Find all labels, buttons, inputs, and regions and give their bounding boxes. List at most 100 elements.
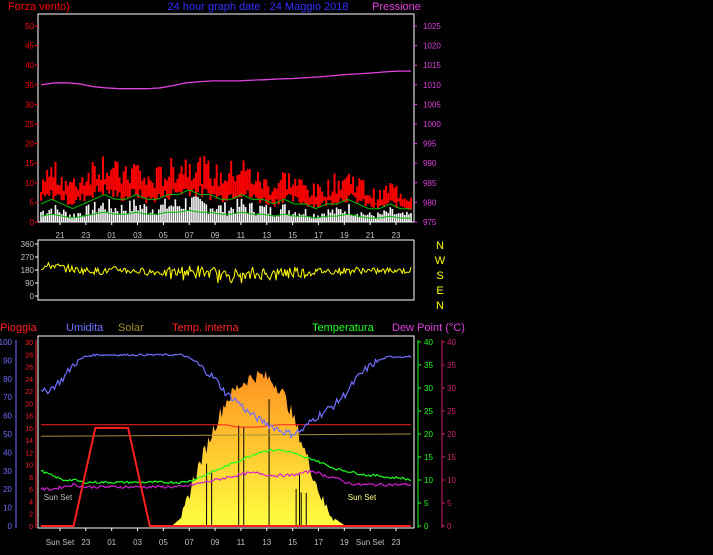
dew-point-line <box>40 469 412 492</box>
rain-y-tick-label: 6 <box>29 487 33 494</box>
wind-y-tick-label: 0 <box>30 218 35 227</box>
dew-y-tick-label: 15 <box>447 453 456 462</box>
dew-y-tick-label: 10 <box>447 476 456 485</box>
rain-y-tick-label: 26 <box>25 365 33 372</box>
legend-umidita: Umidita <box>66 322 104 334</box>
rain-line <box>41 426 411 527</box>
humidity-line <box>40 353 412 439</box>
wind-y-tick-label: 35 <box>25 81 34 90</box>
compass-label: E <box>436 285 443 297</box>
humidity-y-tick-label: 0 <box>8 522 13 531</box>
rain-y-tick-label: 20 <box>25 401 33 408</box>
weather-x-tick-label: 15 <box>288 538 297 547</box>
wind-min-line <box>40 209 411 219</box>
wind-x-tick-label: 03 <box>133 231 142 240</box>
rain-y-tick-label: 12 <box>25 450 33 457</box>
wind-panel-frame <box>37 13 415 223</box>
pressure-y-tick-label: 990 <box>423 159 437 168</box>
direction-y-tick-label: 270 <box>21 253 35 262</box>
rain-y-tick-label: 4 <box>29 499 33 506</box>
wind-avg-line <box>40 189 411 210</box>
compass-label: W <box>435 255 446 267</box>
weather-x-tick-label: 11 <box>237 538 246 547</box>
humidity-y-tick-label: 30 <box>3 467 12 476</box>
pressure-y-tick-label: 975 <box>423 218 437 227</box>
direction-y-tick-label: 0 <box>30 292 35 301</box>
rain-y-tick-label: 10 <box>25 463 33 470</box>
weather-x-tick-label: 09 <box>211 538 220 547</box>
wind-x-tick-label: 07 <box>185 231 194 240</box>
wind-y-tick-label: 15 <box>25 159 34 168</box>
dew-y-tick-label: 25 <box>447 407 456 416</box>
temp-interna-line <box>41 424 411 428</box>
direction-y-tick-label: 360 <box>21 240 35 249</box>
wind-x-tick-label: 13 <box>262 231 271 240</box>
wind-y-tick-label: 20 <box>25 140 34 149</box>
compass-label: S <box>436 270 443 282</box>
rain-y-tick-label: 0 <box>29 524 33 531</box>
temp-y-tick-label: 20 <box>424 430 433 439</box>
wind-y-tick-label: 10 <box>25 179 34 188</box>
dew-y-tick-label: 5 <box>447 499 452 508</box>
humidity-y-tick-label: 50 <box>3 430 12 439</box>
weather-x-tick-label: Sun Set <box>46 538 75 547</box>
sunset-annotation: Sun Set <box>348 493 377 502</box>
wind-x-tick-label: 21 <box>56 231 65 240</box>
wind-y-tick-label: 50 <box>25 22 34 31</box>
direction-y-tick-label: 90 <box>25 279 34 288</box>
rain-y-tick-label: 16 <box>25 426 33 433</box>
direction-y-tick-label: 180 <box>21 266 35 275</box>
rain-y-tick-label: 8 <box>29 475 33 482</box>
wind-y-tick-label: 5 <box>30 198 35 207</box>
compass-label: N <box>436 300 444 312</box>
humidity-y-tick-label: 80 <box>3 375 12 384</box>
humidity-y-tick-label: 100 <box>0 338 13 347</box>
temp-y-tick-label: 5 <box>424 499 429 508</box>
wind-direction-line <box>40 261 412 284</box>
wind-x-tick-label: 21 <box>366 231 375 240</box>
wind-x-tick-label: 23 <box>392 231 401 240</box>
weather-x-tick-label: 05 <box>159 538 168 547</box>
dew-y-tick-label: 0 <box>447 522 452 531</box>
pressure-y-tick-label: 1010 <box>423 81 441 90</box>
weather-x-tick-label: 03 <box>133 538 142 547</box>
pressure-axis-title: Pressione <box>372 1 421 13</box>
legend-pioggia: Pioggia <box>0 322 38 334</box>
wind-y-tick-label: 40 <box>25 61 34 70</box>
pressure-y-tick-label: 1015 <box>423 61 441 70</box>
humidity-y-tick-label: 90 <box>3 356 12 365</box>
dew-y-tick-label: 30 <box>447 384 456 393</box>
rain-y-tick-label: 24 <box>25 377 33 384</box>
rain-y-tick-label: 2 <box>29 512 33 519</box>
wind-x-tick-label: 19 <box>340 231 349 240</box>
weather-x-tick-label: 13 <box>262 538 271 547</box>
weather-x-tick-label: 23 <box>392 538 401 547</box>
dew-y-tick-label: 40 <box>447 338 456 347</box>
pressure-y-tick-label: 1025 <box>423 22 441 31</box>
temp-y-tick-label: 25 <box>424 407 433 416</box>
weather-x-tick-label: Sun Set <box>356 538 385 547</box>
sunset-annotation: Sun Set <box>44 493 73 502</box>
solar-max-line <box>40 433 412 437</box>
wind-x-tick-label: 15 <box>288 231 297 240</box>
pressure-y-tick-label: 980 <box>423 198 437 207</box>
chart-title: 24 hour graph date : 24 Maggio 2018 <box>167 1 348 13</box>
wind-y-tick-label: 25 <box>25 120 34 129</box>
wind-x-tick-label: 17 <box>314 231 323 240</box>
rain-y-tick-label: 28 <box>25 352 33 359</box>
wind-y-tick-label: 45 <box>25 42 34 51</box>
humidity-y-tick-label: 20 <box>3 485 12 494</box>
humidity-y-tick-label: 70 <box>3 393 12 402</box>
rain-y-tick-label: 22 <box>25 389 33 396</box>
temperatura-line <box>40 448 412 485</box>
temp-y-tick-label: 15 <box>424 453 433 462</box>
weather-x-tick-label: 23 <box>81 538 90 547</box>
compass-label: N <box>436 240 444 252</box>
legend-solar: Solar <box>118 322 144 334</box>
wind-x-tick-label: 23 <box>81 231 90 240</box>
weather-x-tick-label: 01 <box>107 538 116 547</box>
wind-x-tick-label: 01 <box>107 231 116 240</box>
pressure-line <box>40 70 411 90</box>
weather-x-tick-label: 07 <box>185 538 194 547</box>
